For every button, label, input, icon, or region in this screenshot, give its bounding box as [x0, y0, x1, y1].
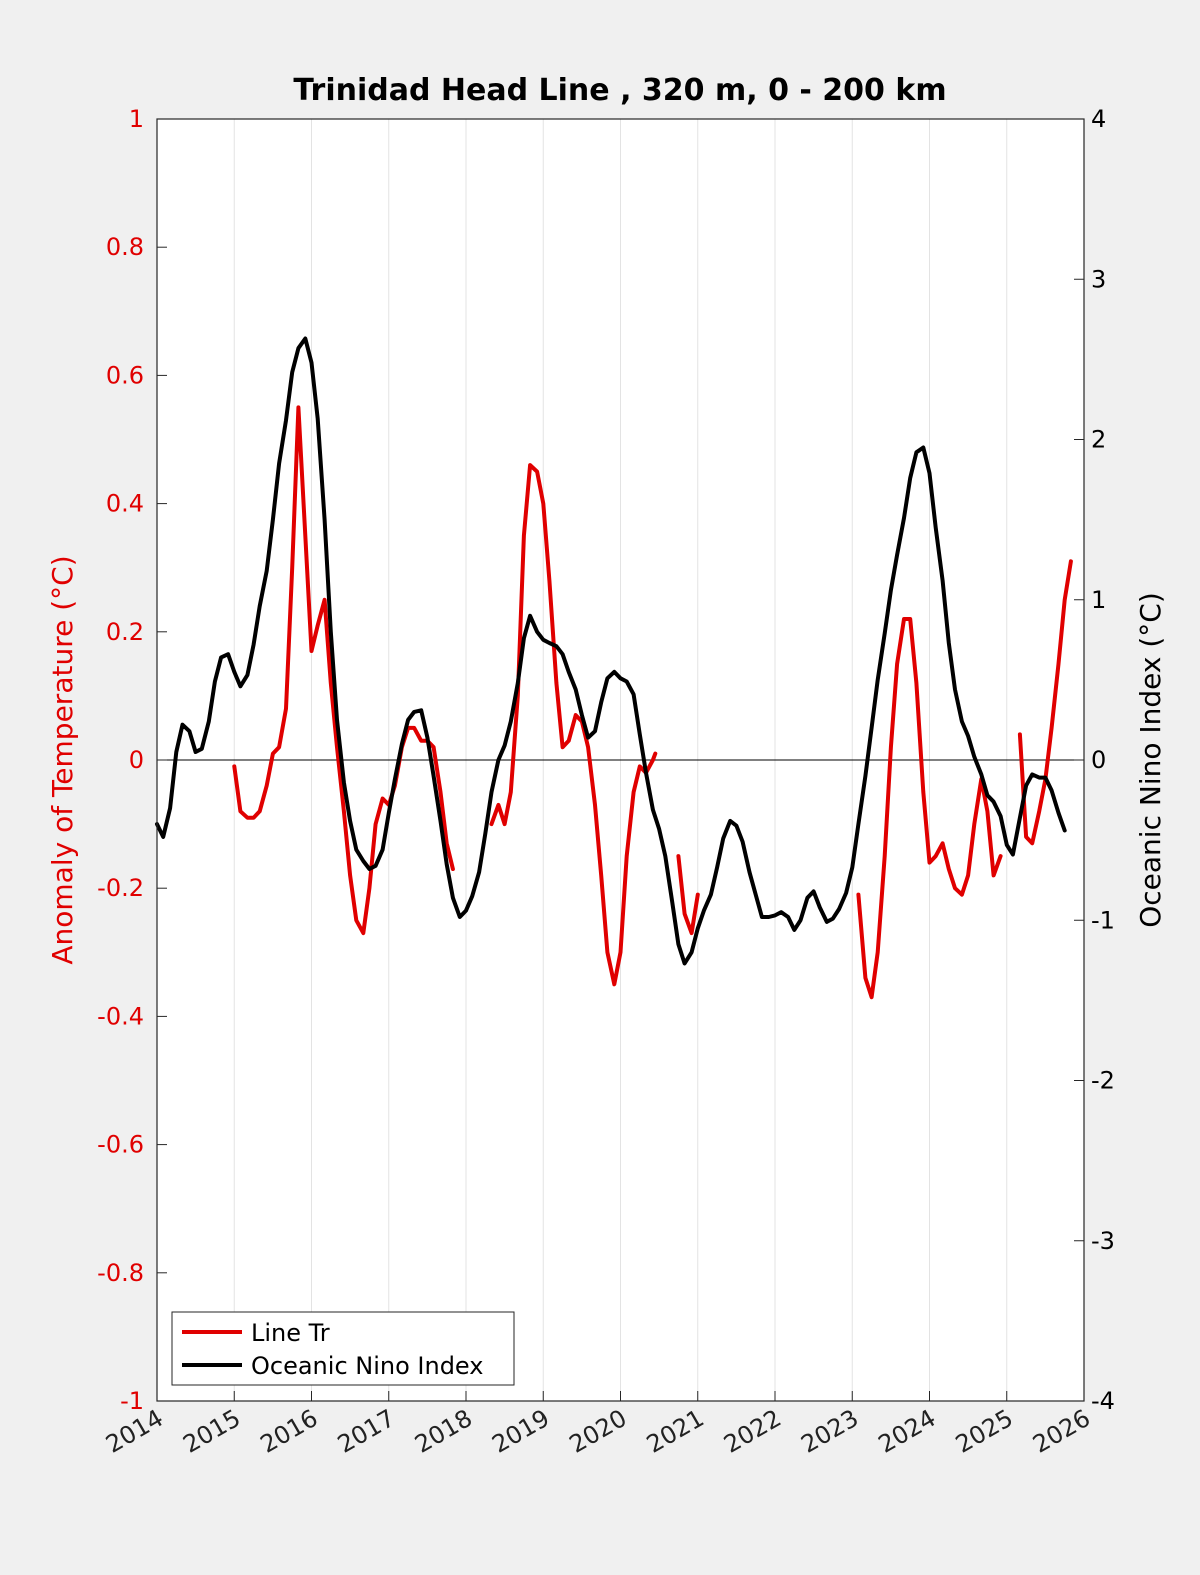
x-tick-label: 2017	[333, 1404, 400, 1459]
right-tick-label: 3	[1091, 265, 1106, 293]
right-tick-label: -1	[1091, 906, 1115, 934]
left-axis-ticks: 1 0.8 0.6 0.4 0.2 0 -0.2 -0.4 -0.6 -0.8 -1	[97, 105, 167, 1415]
x-tick-label: 2016	[256, 1404, 323, 1459]
left-tick-label: 0.4	[106, 490, 144, 518]
left-tick-label: 0.8	[106, 233, 144, 261]
series-oceanic-nino-index-segment-1	[155, 336, 1067, 966]
left-tick-label: 0.2	[106, 618, 144, 646]
chart-title: Trinidad Head Line , 320 m, 0 - 200 km	[293, 73, 946, 108]
right-tick-label: 4	[1091, 105, 1106, 133]
left-tick-label: -0.4	[97, 1002, 144, 1030]
left-tick-label: 0.6	[106, 361, 144, 389]
left-axis-label: Anomaly of Temperature (°C)	[46, 555, 79, 964]
legend-label-oni: Oceanic Nino Index	[251, 1352, 483, 1380]
legend: Line Tr Oceanic Nino Index	[171, 1311, 515, 1386]
series-line-tr-segment-1	[232, 405, 455, 936]
legend-label-line-tr: Line Tr	[251, 1319, 330, 1347]
right-axis-ticks: 4 3 2 1 0 -1 -2 -3 -4	[1074, 105, 1115, 1415]
right-tick-label: 0	[1091, 746, 1106, 774]
x-tick-label: 2021	[642, 1404, 709, 1459]
left-tick-label: -0.2	[97, 874, 144, 902]
legend-box	[171, 1311, 515, 1386]
right-tick-label: 1	[1091, 586, 1106, 614]
right-tick-label: 2	[1091, 426, 1106, 454]
left-tick-label: 0	[129, 746, 144, 774]
x-tick-label: 2020	[565, 1404, 632, 1459]
x-tick-label: 2024	[874, 1404, 941, 1459]
x-tick-label: 2025	[951, 1404, 1018, 1459]
x-tick-label: 2015	[178, 1404, 245, 1459]
left-tick-label: -0.8	[97, 1259, 144, 1287]
x-tick-label: 2026	[1028, 1404, 1095, 1459]
x-tick-label: 2023	[796, 1404, 863, 1459]
x-tick-label: 2018	[410, 1404, 477, 1459]
right-tick-label: -3	[1091, 1227, 1115, 1255]
series-layer	[155, 336, 1073, 1000]
left-tick-label: -0.6	[97, 1131, 144, 1159]
right-tick-label: -4	[1091, 1387, 1115, 1415]
right-tick-label: -2	[1091, 1067, 1115, 1095]
series-line-tr-segment-2	[489, 463, 658, 987]
series-line-tr-segment-4	[856, 617, 1003, 1000]
left-tick-label: -1	[120, 1387, 144, 1415]
x-tick-label: 2022	[719, 1404, 786, 1459]
x-tick-label: 2019	[487, 1404, 554, 1459]
right-axis-label: Oceanic Nino Index (°C)	[1134, 592, 1167, 928]
left-tick-label: 1	[129, 105, 144, 133]
series-line-tr-segment-3	[676, 854, 700, 936]
